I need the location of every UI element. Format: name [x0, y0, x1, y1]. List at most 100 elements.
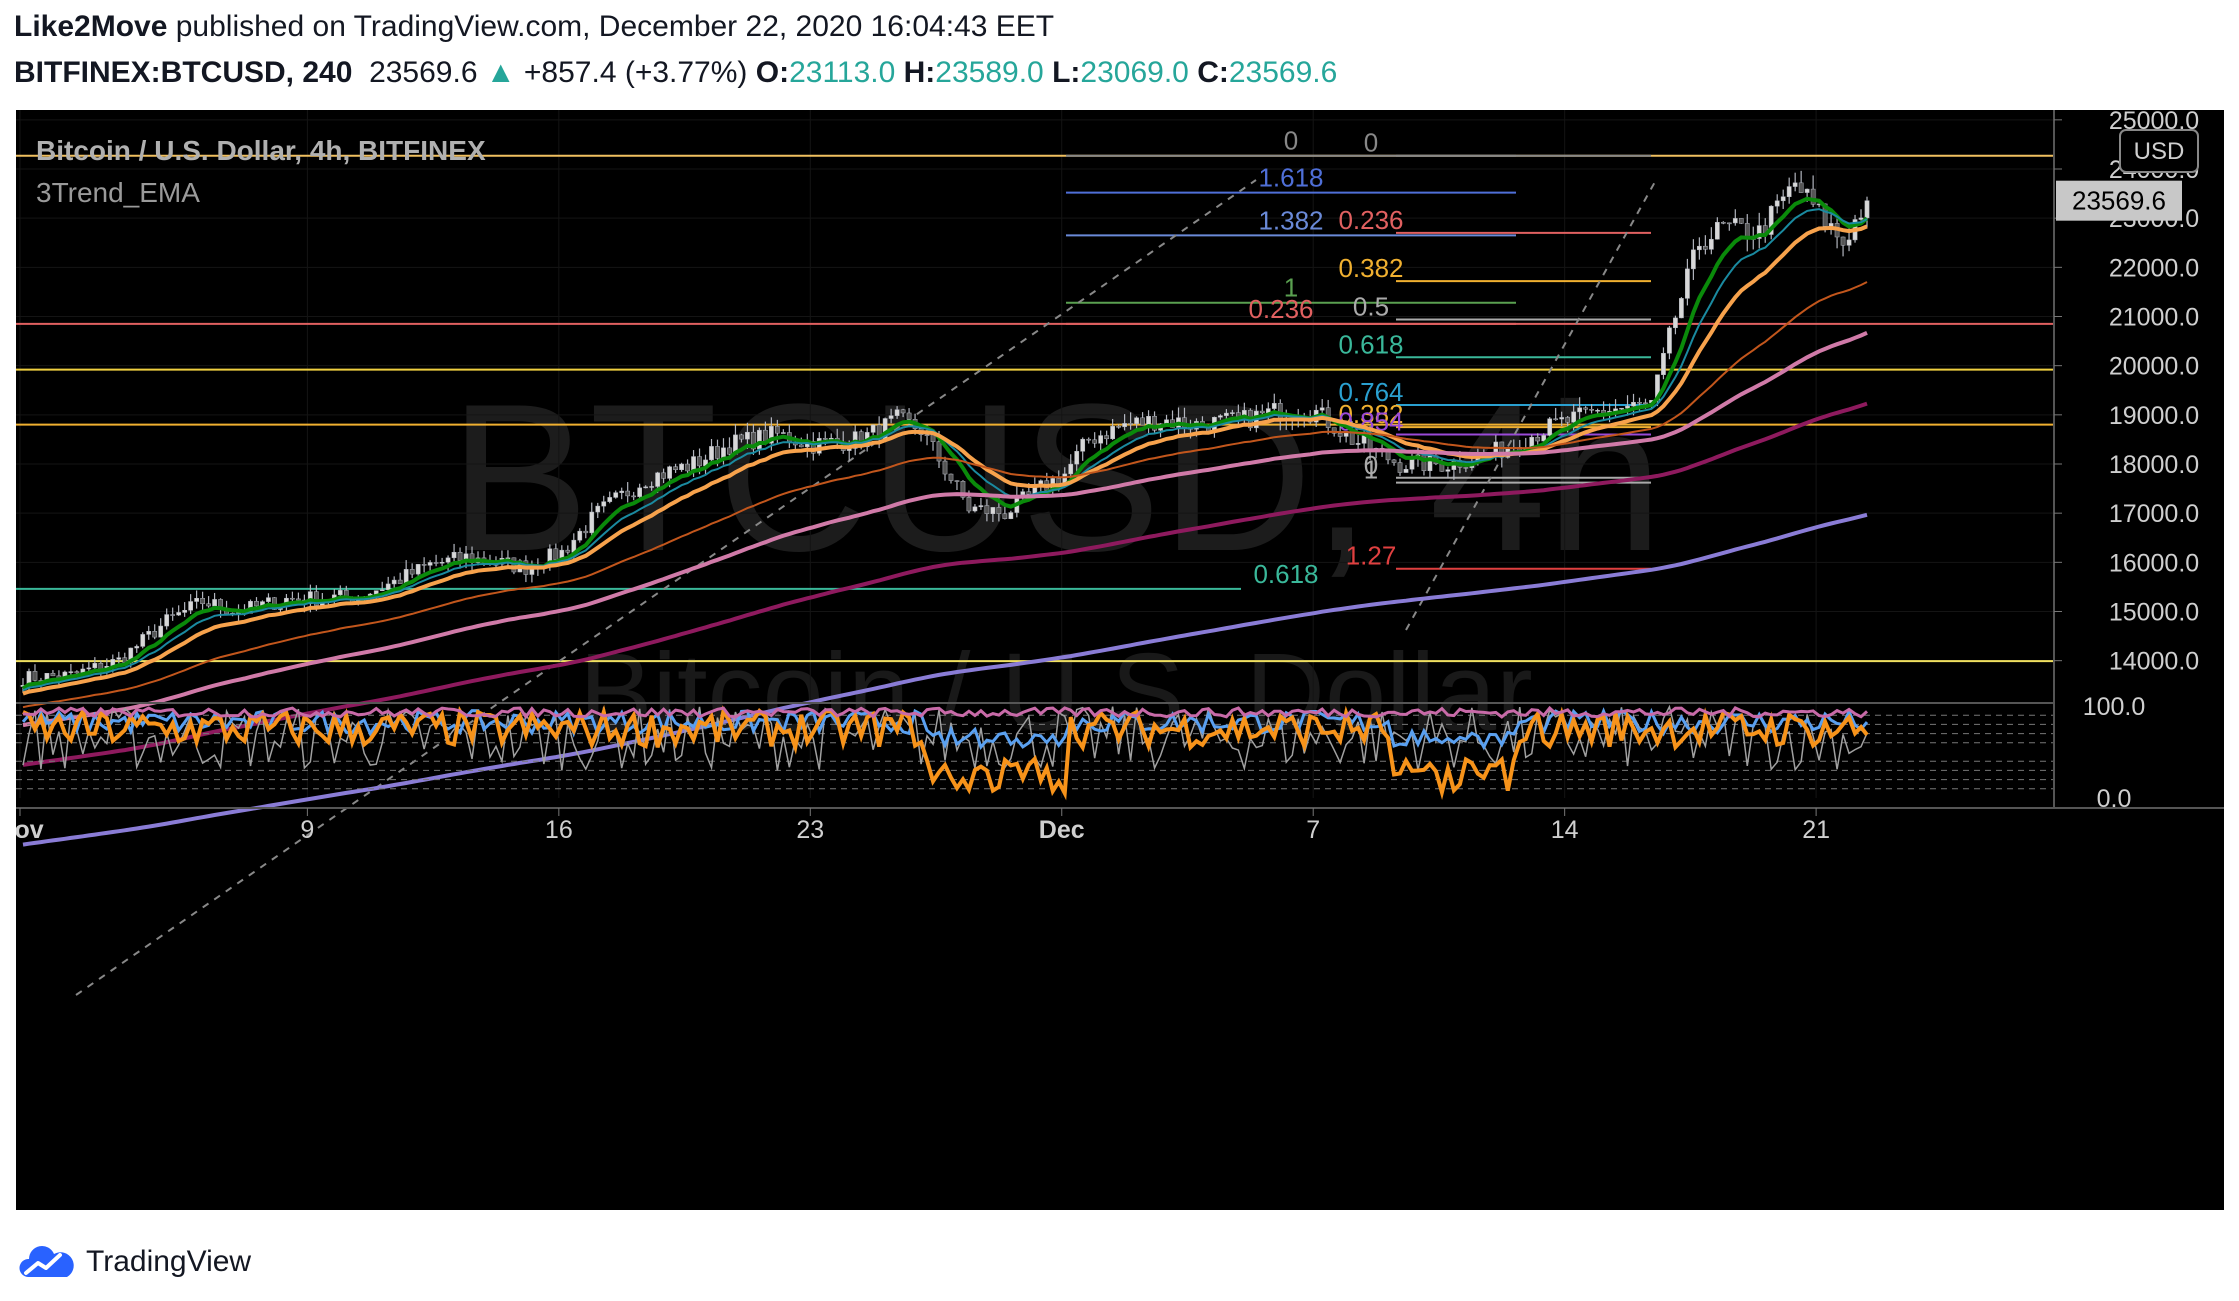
candle-body [1720, 222, 1726, 224]
candle-body [775, 426, 780, 434]
candle-body [308, 591, 313, 604]
ema-line-55 [22, 281, 1868, 709]
low-value: 23069.0 [1080, 56, 1189, 89]
candle-body [1726, 222, 1732, 225]
fib-ret-label: 0.764 [1338, 377, 1403, 407]
candle-body [1331, 427, 1337, 434]
candle-body [1403, 469, 1409, 473]
candle-body [1565, 417, 1570, 423]
candle-body [631, 495, 637, 498]
symbol-info: BITFINEX:BTCUSD, 240 23569.6 ▲ +857.4 (+… [14, 56, 1337, 90]
price-tick-label: 14000.0 [2109, 648, 2199, 676]
candle-body [661, 472, 666, 479]
candle-body [385, 583, 391, 590]
candle-body [1074, 451, 1080, 465]
candle-body [565, 549, 571, 553]
candle-body [870, 424, 876, 433]
candle-body [1116, 426, 1121, 428]
fib-ext-label: 1 [1284, 273, 1298, 303]
fib-ext-label: 1.382 [1258, 205, 1323, 235]
candle-body [1092, 439, 1098, 444]
candle-body [679, 463, 684, 470]
candle-body [1864, 200, 1870, 219]
symbol-label: BITFINEX:BTCUSD, 240 [14, 56, 353, 89]
candle-body [990, 507, 996, 515]
candle-body [1541, 435, 1547, 442]
time-tick-label: 14 [1551, 816, 1579, 844]
time-tick-label: Nov [16, 816, 44, 844]
candle-body [1673, 317, 1678, 329]
candle-body [751, 431, 756, 450]
candle-body [709, 446, 714, 461]
candle-body [1840, 236, 1846, 246]
price-tick-label: 15000.0 [2109, 599, 2199, 627]
ema-lines [21, 196, 1869, 847]
candle-body [296, 598, 301, 601]
price-tick-label: 19000.0 [2109, 402, 2199, 430]
candle-body [134, 646, 140, 649]
candle-body [1086, 438, 1092, 441]
change-label: +857.4 (+3.77%) [523, 56, 748, 89]
candle-body [816, 438, 822, 454]
candle-body [421, 564, 427, 566]
fib-ext-label: 0.236 [1248, 294, 1313, 324]
candle-body [1846, 239, 1852, 246]
candle-body [625, 490, 631, 497]
publish-info: Like2Move published on TradingView.com, … [14, 10, 1054, 44]
fib-ret-label: 0 [1364, 128, 1378, 158]
candle-body [1697, 245, 1702, 251]
candle-body [1271, 403, 1277, 409]
candle-body [50, 673, 56, 677]
candle-body [445, 557, 451, 563]
price-tick-label: 17000.0 [2109, 500, 2199, 528]
candle-body [1786, 186, 1792, 197]
candle-body [1637, 401, 1642, 404]
fib-ret-label: 0.236 [1338, 205, 1403, 235]
candle-body [972, 506, 978, 512]
candle-body [685, 463, 690, 472]
tradingview-cloud-icon [19, 1246, 74, 1277]
candle-body [745, 431, 750, 440]
candle-body [888, 415, 894, 419]
candle-body [1858, 217, 1864, 220]
candle-body [1792, 182, 1798, 187]
dashed-trendline-1[interactable] [75, 179, 1257, 996]
chart-area[interactable]: BTCUSD, 4h Bitcoin / U.S. Dollar 01.6181… [16, 110, 2224, 1210]
candle-body [1625, 405, 1630, 409]
candle-body [1104, 435, 1109, 440]
open-value: 23113.0 [789, 56, 896, 89]
candle-body [1547, 418, 1553, 436]
candle-body [1140, 417, 1145, 426]
candle-body [607, 497, 613, 502]
indicator-title[interactable]: 3Trend_EMA [36, 177, 200, 208]
candle-body [667, 466, 672, 479]
candle-body [1679, 298, 1684, 319]
candle-body [828, 437, 834, 440]
candle-body [439, 561, 445, 564]
candle-body [936, 441, 942, 462]
candle-body [1780, 196, 1786, 202]
candle-body [727, 447, 732, 455]
trend-lines[interactable] [75, 179, 1657, 996]
brand[interactable]: TradingView [18, 1240, 251, 1284]
currency-label: USD [2134, 138, 2185, 165]
candle-body [1768, 205, 1774, 235]
candle-body [739, 434, 744, 440]
candle-body [553, 548, 559, 561]
currency-button[interactable]: USD [2119, 129, 2199, 173]
low-key: L: [1052, 56, 1081, 89]
candle-body [601, 501, 607, 507]
candle-body [900, 409, 906, 414]
candle-body [655, 472, 660, 487]
price-tick-label: 16000.0 [2109, 549, 2199, 577]
candle-body [1122, 423, 1127, 427]
dashed-trendline-2[interactable] [1405, 179, 1657, 631]
author-name[interactable]: Like2Move [14, 10, 168, 43]
candle-body [1589, 409, 1594, 411]
candle-body [1337, 433, 1343, 437]
candle-body [1002, 513, 1008, 519]
candle-body [1714, 222, 1720, 240]
candle-body [1259, 410, 1265, 414]
candle-body [397, 579, 403, 584]
candle-body [314, 591, 319, 606]
